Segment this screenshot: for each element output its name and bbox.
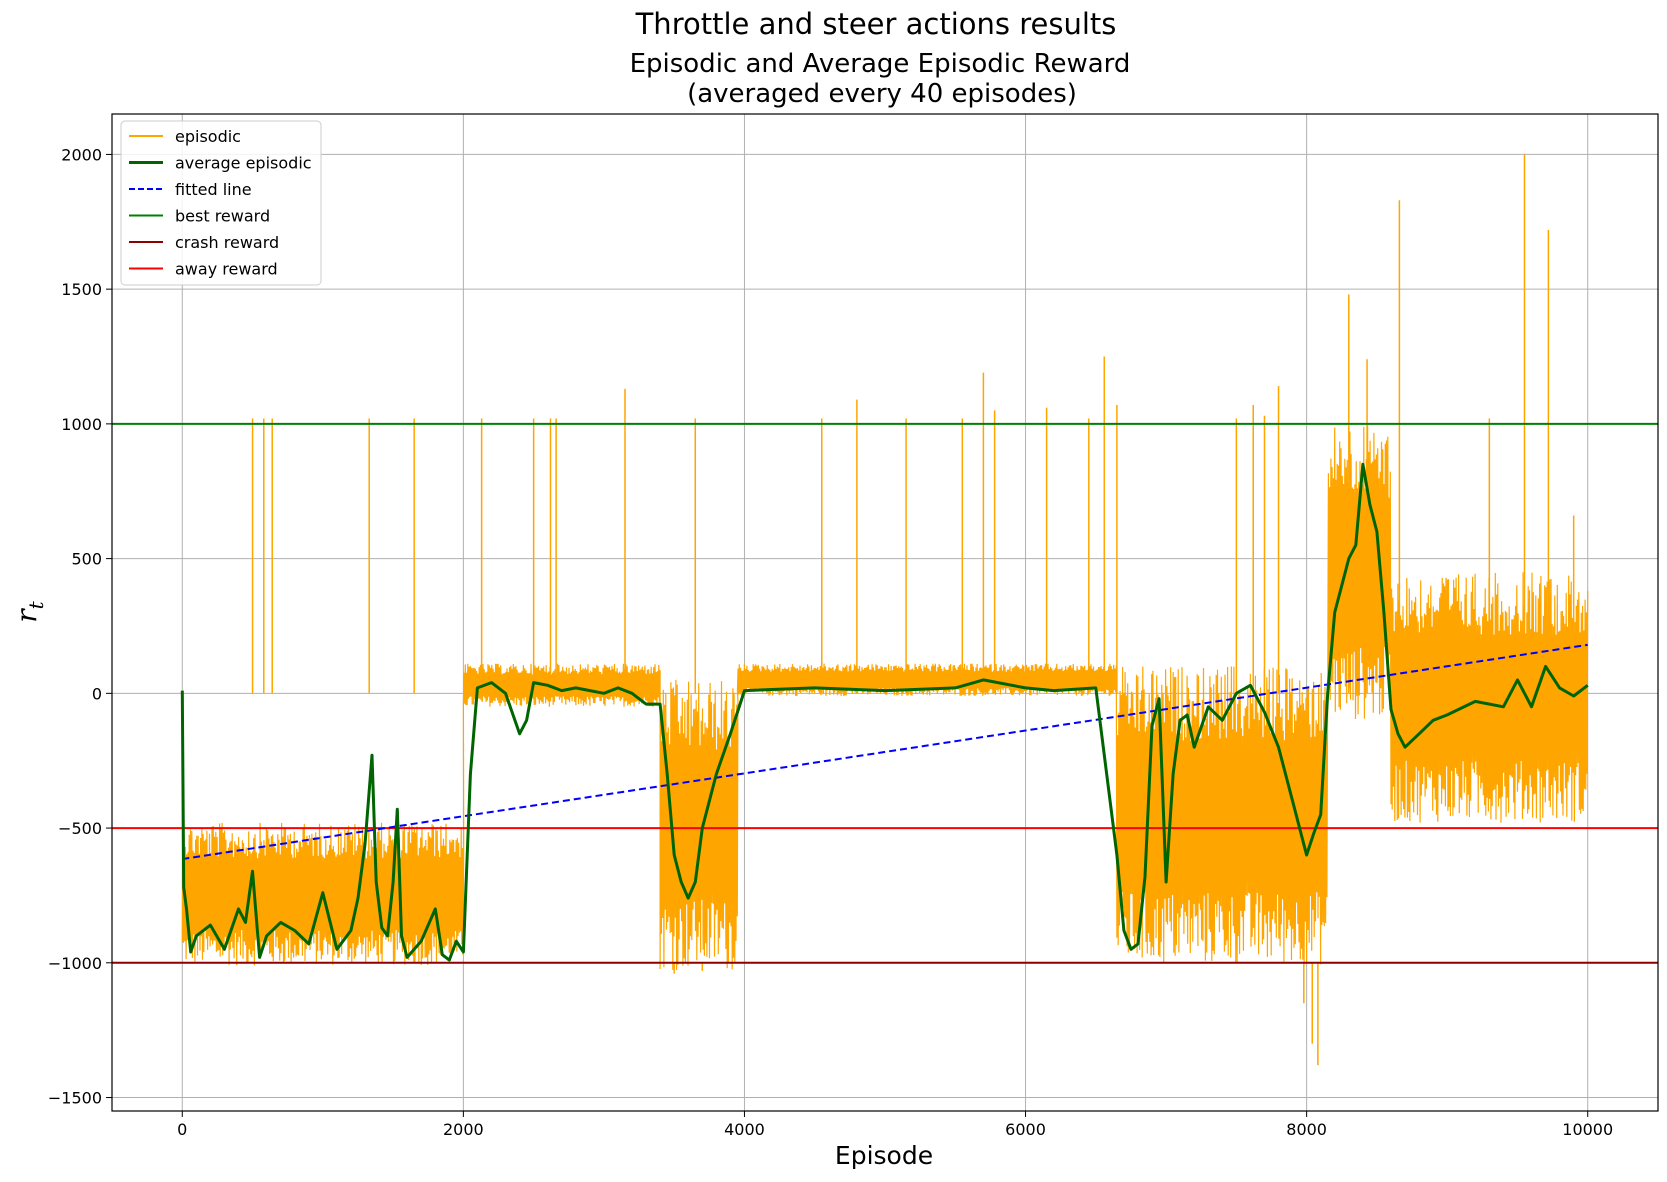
plot-area	[112, 154, 1658, 1066]
y-tick-label: −500	[58, 819, 102, 838]
legend-label-crash: crash reward	[175, 233, 279, 252]
y-tick-label: 500	[71, 550, 102, 569]
legend-box	[120, 120, 322, 286]
y-axis-label: rt	[10, 600, 48, 622]
y-tick-label: −1500	[48, 1089, 102, 1108]
chart-suptitle: Throttle and steer actions results	[635, 7, 1117, 41]
legend-label-fitted: fitted line	[175, 180, 252, 199]
fitted-line	[182, 643, 1588, 861]
y-tick-label: 1000	[61, 415, 102, 434]
legend-label-average: average episodic	[175, 154, 312, 173]
legend-label-episodic: episodic	[175, 127, 241, 146]
y-tick-label: 2000	[61, 145, 102, 164]
y-axis-label-main: r	[10, 608, 43, 623]
y-axis-label-subscript: t	[24, 600, 48, 609]
grid	[112, 114, 1658, 1111]
legend: episodic average episodic fitted line best …	[120, 120, 322, 286]
x-tick-label: 8000	[1286, 1120, 1327, 1139]
x-tick-label: 6000	[1005, 1120, 1046, 1139]
x-axis-label: Episode	[835, 1141, 933, 1170]
y-tick-label: 0	[92, 684, 102, 703]
axes-frame	[111, 113, 1659, 1112]
y-tick-label: 1500	[61, 280, 102, 299]
chart-title-line1: Episodic and Average Episodic Reward	[630, 49, 1131, 79]
episodic-series	[181, 425, 1589, 971]
axes: 0 2000 4000 6000 8000 10000 −1500 −1000 −500 0 500…	[48, 113, 1659, 1139]
average-episodic-series	[180, 462, 1589, 962]
legend-label-away: away reward	[175, 260, 278, 279]
x-tick-label: 4000	[724, 1120, 765, 1139]
x-tick-label: 2000	[443, 1120, 484, 1139]
chart-title-line2: (averaged every 40 episodes)	[687, 79, 1077, 109]
y-tick-label: −1000	[48, 954, 102, 973]
svg-text:rt: rt	[10, 600, 48, 622]
legend-label-best: best reward	[175, 207, 270, 226]
x-tick-label: 10000	[1562, 1120, 1613, 1139]
x-tick-label: 0	[177, 1120, 187, 1139]
